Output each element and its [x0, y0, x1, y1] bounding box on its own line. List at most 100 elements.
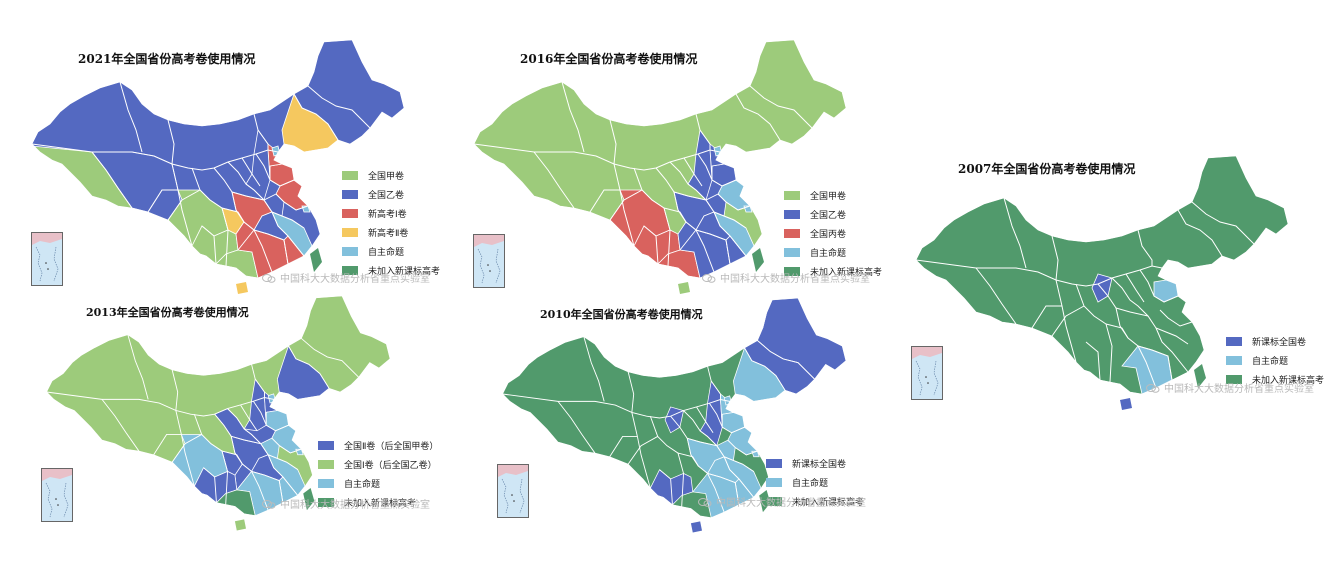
legend-swatch — [342, 247, 358, 256]
map-title: 2013年全国省份高考卷使用情况 — [86, 306, 249, 319]
legend-item: 自主命题 — [318, 474, 438, 493]
legend-swatch — [318, 479, 334, 488]
watermark-text: 中国科大大数据分析省重点实验室 — [716, 498, 866, 509]
legend-swatch — [1226, 356, 1242, 365]
legend-label: 未加入新课标高考 — [792, 498, 865, 508]
legend-swatch — [1226, 337, 1242, 346]
legend-label: 自主命题 — [344, 480, 381, 490]
island-region — [1120, 398, 1132, 410]
legend-item: 未加入新课标高考 — [318, 493, 438, 512]
legend-label: 全国丙卷 — [810, 230, 847, 240]
legend-item: 全国甲卷 — [342, 166, 440, 185]
south-china-sea-inset — [41, 468, 73, 522]
island-region — [678, 282, 690, 294]
legend-label: 全国Ⅱ卷（后全国甲卷） — [344, 442, 439, 452]
legend-label: 未加入新课标高考 — [810, 268, 883, 278]
legend-label: 自主命题 — [1252, 357, 1289, 367]
wechat-icon — [1146, 383, 1160, 393]
inset-map-drawing — [32, 233, 62, 285]
legend-item: 未加入新课标高考 — [1226, 370, 1324, 389]
south-china-sea-inset — [31, 232, 63, 286]
watermark: 中国科大大数据分析省重点实验室 — [698, 494, 866, 509]
legend-swatch — [342, 190, 358, 199]
legend-label: 未加入新课标高考 — [1252, 376, 1325, 386]
map-panel-2010: 2010年全国省份高考卷使用情况 新课标全国卷 自主命题 未加入新课标高考 中国科大… — [497, 297, 918, 538]
wechat-icon — [262, 273, 276, 283]
watermark-text: 中国科大大数据分析省重点实验室 — [280, 274, 430, 285]
legend-label: 未加入新课标高考 — [368, 267, 441, 277]
legend-item: 全国乙卷 — [784, 205, 882, 224]
watermark: 中国科大大数据分析省重点实验室 — [702, 270, 870, 285]
map-panel-2013: 2013年全国省份高考卷使用情况 全国Ⅱ卷（后全国甲卷） 全国Ⅰ卷（后全国乙卷） 自… — [41, 295, 462, 536]
legend-item: 自主命题 — [1226, 351, 1324, 370]
inset-map-drawing — [474, 235, 504, 287]
legend-item: 全国Ⅱ卷（后全国甲卷） — [318, 436, 438, 455]
legend-item: 未加入新课标高考 — [766, 492, 864, 511]
inset-map-drawing — [498, 465, 528, 517]
legend-item: 新高考Ⅱ卷 — [342, 223, 440, 242]
legend-item: 自主命题 — [784, 243, 882, 262]
legend-swatch — [784, 210, 800, 219]
legend-item: 未加入新课标高考 — [784, 262, 882, 281]
legend-label: 未加入新课标高考 — [344, 499, 417, 509]
island-region — [690, 521, 702, 533]
legend-label: 新课标全国卷 — [792, 460, 847, 470]
legend-swatch — [342, 209, 358, 218]
legend-item: 未加入新课标高考 — [342, 261, 440, 280]
map-legend: 新课标全国卷 自主命题未加入新课标高考 — [1226, 332, 1324, 389]
watermark-text: 中国科大大数据分析省重点实验室 — [720, 274, 870, 285]
watermark: 中国科大大数据分析省重点实验室 — [262, 496, 430, 511]
legend-item: 新高考Ⅰ卷 — [342, 204, 440, 223]
south-china-sea-inset — [473, 234, 505, 288]
legend-label: 全国Ⅰ卷（后全国乙卷） — [344, 461, 437, 471]
legend-label: 自主命题 — [810, 249, 847, 259]
inset-map-drawing — [42, 469, 72, 521]
island-region — [752, 248, 764, 272]
island-region — [236, 282, 248, 294]
wechat-icon — [262, 499, 276, 509]
legend-swatch — [318, 441, 334, 450]
watermark-text: 中国科大大数据分析省重点实验室 — [280, 500, 430, 511]
south-china-sea-inset — [497, 464, 529, 518]
legend-label: 新高考Ⅰ卷 — [368, 210, 407, 220]
legend-swatch — [318, 460, 334, 469]
legend-item: 自主命题 — [342, 242, 440, 261]
legend-item: 全国乙卷 — [342, 185, 440, 204]
legend-swatch — [766, 459, 782, 468]
legend-item: 全国甲卷 — [784, 186, 882, 205]
inset-map-drawing — [912, 347, 942, 399]
south-china-sea-inset — [911, 346, 943, 400]
legend-swatch — [784, 229, 800, 238]
legend-item: 自主命题 — [766, 473, 864, 492]
legend-swatch — [784, 191, 800, 200]
map-title: 2016年全国省份高考卷使用情况 — [520, 52, 698, 66]
legend-label: 新高考Ⅱ卷 — [368, 229, 409, 239]
map-title: 2007年全国省份高考卷使用情况 — [958, 162, 1136, 176]
legend-swatch — [342, 266, 358, 275]
map-panel-2021: 2021年全国省份高考卷使用情况 全国甲卷全国乙卷新高考Ⅰ卷新高考Ⅱ卷自主命题未… — [31, 39, 452, 300]
legend-label: 全国乙卷 — [368, 191, 405, 201]
legend-item: 新课标全国卷 — [1226, 332, 1324, 351]
legend-label: 新课标全国卷 — [1252, 338, 1307, 348]
map-legend: 全国Ⅱ卷（后全国甲卷） 全国Ⅰ卷（后全国乙卷） 自主命题未加入新课标高考 — [318, 436, 438, 512]
map-panel-2016: 2016年全国省份高考卷使用情况 全国甲卷 全国乙卷全国丙卷自主命题未加入新课标高… — [473, 39, 894, 300]
legend-label: 全国甲卷 — [368, 172, 405, 182]
map-legend: 全国甲卷全国乙卷新高考Ⅰ卷新高考Ⅱ卷自主命题未加入新课标高考 — [342, 166, 440, 280]
watermark: 中国科大大数据分析省重点实验室 — [1146, 380, 1314, 395]
watermark: 中国科大大数据分析省重点实验室 — [262, 270, 430, 285]
legend-swatch — [766, 478, 782, 487]
legend-swatch — [784, 248, 800, 257]
wechat-icon — [698, 497, 712, 507]
legend-swatch — [342, 171, 358, 180]
legend-swatch — [766, 497, 782, 506]
map-legend: 全国甲卷 全国乙卷全国丙卷自主命题未加入新课标高考 — [784, 186, 882, 281]
legend-item: 新课标全国卷 — [766, 454, 864, 473]
legend-swatch — [318, 498, 334, 507]
legend-label: 自主命题 — [368, 248, 405, 258]
legend-item: 全国Ⅰ卷（后全国乙卷） — [318, 455, 438, 474]
map-panel-2007: 2007年全国省份高考卷使用情况 新课标全国卷 自主命题未加入新课标高考 中国科大… — [911, 150, 1336, 420]
wechat-icon — [702, 273, 716, 283]
watermark-text: 中国科大大数据分析省重点实验室 — [1164, 384, 1314, 395]
map-title: 2021年全国省份高考卷使用情况 — [78, 52, 256, 66]
map-legend: 新课标全国卷自主命题未加入新课标高考 — [766, 454, 864, 511]
